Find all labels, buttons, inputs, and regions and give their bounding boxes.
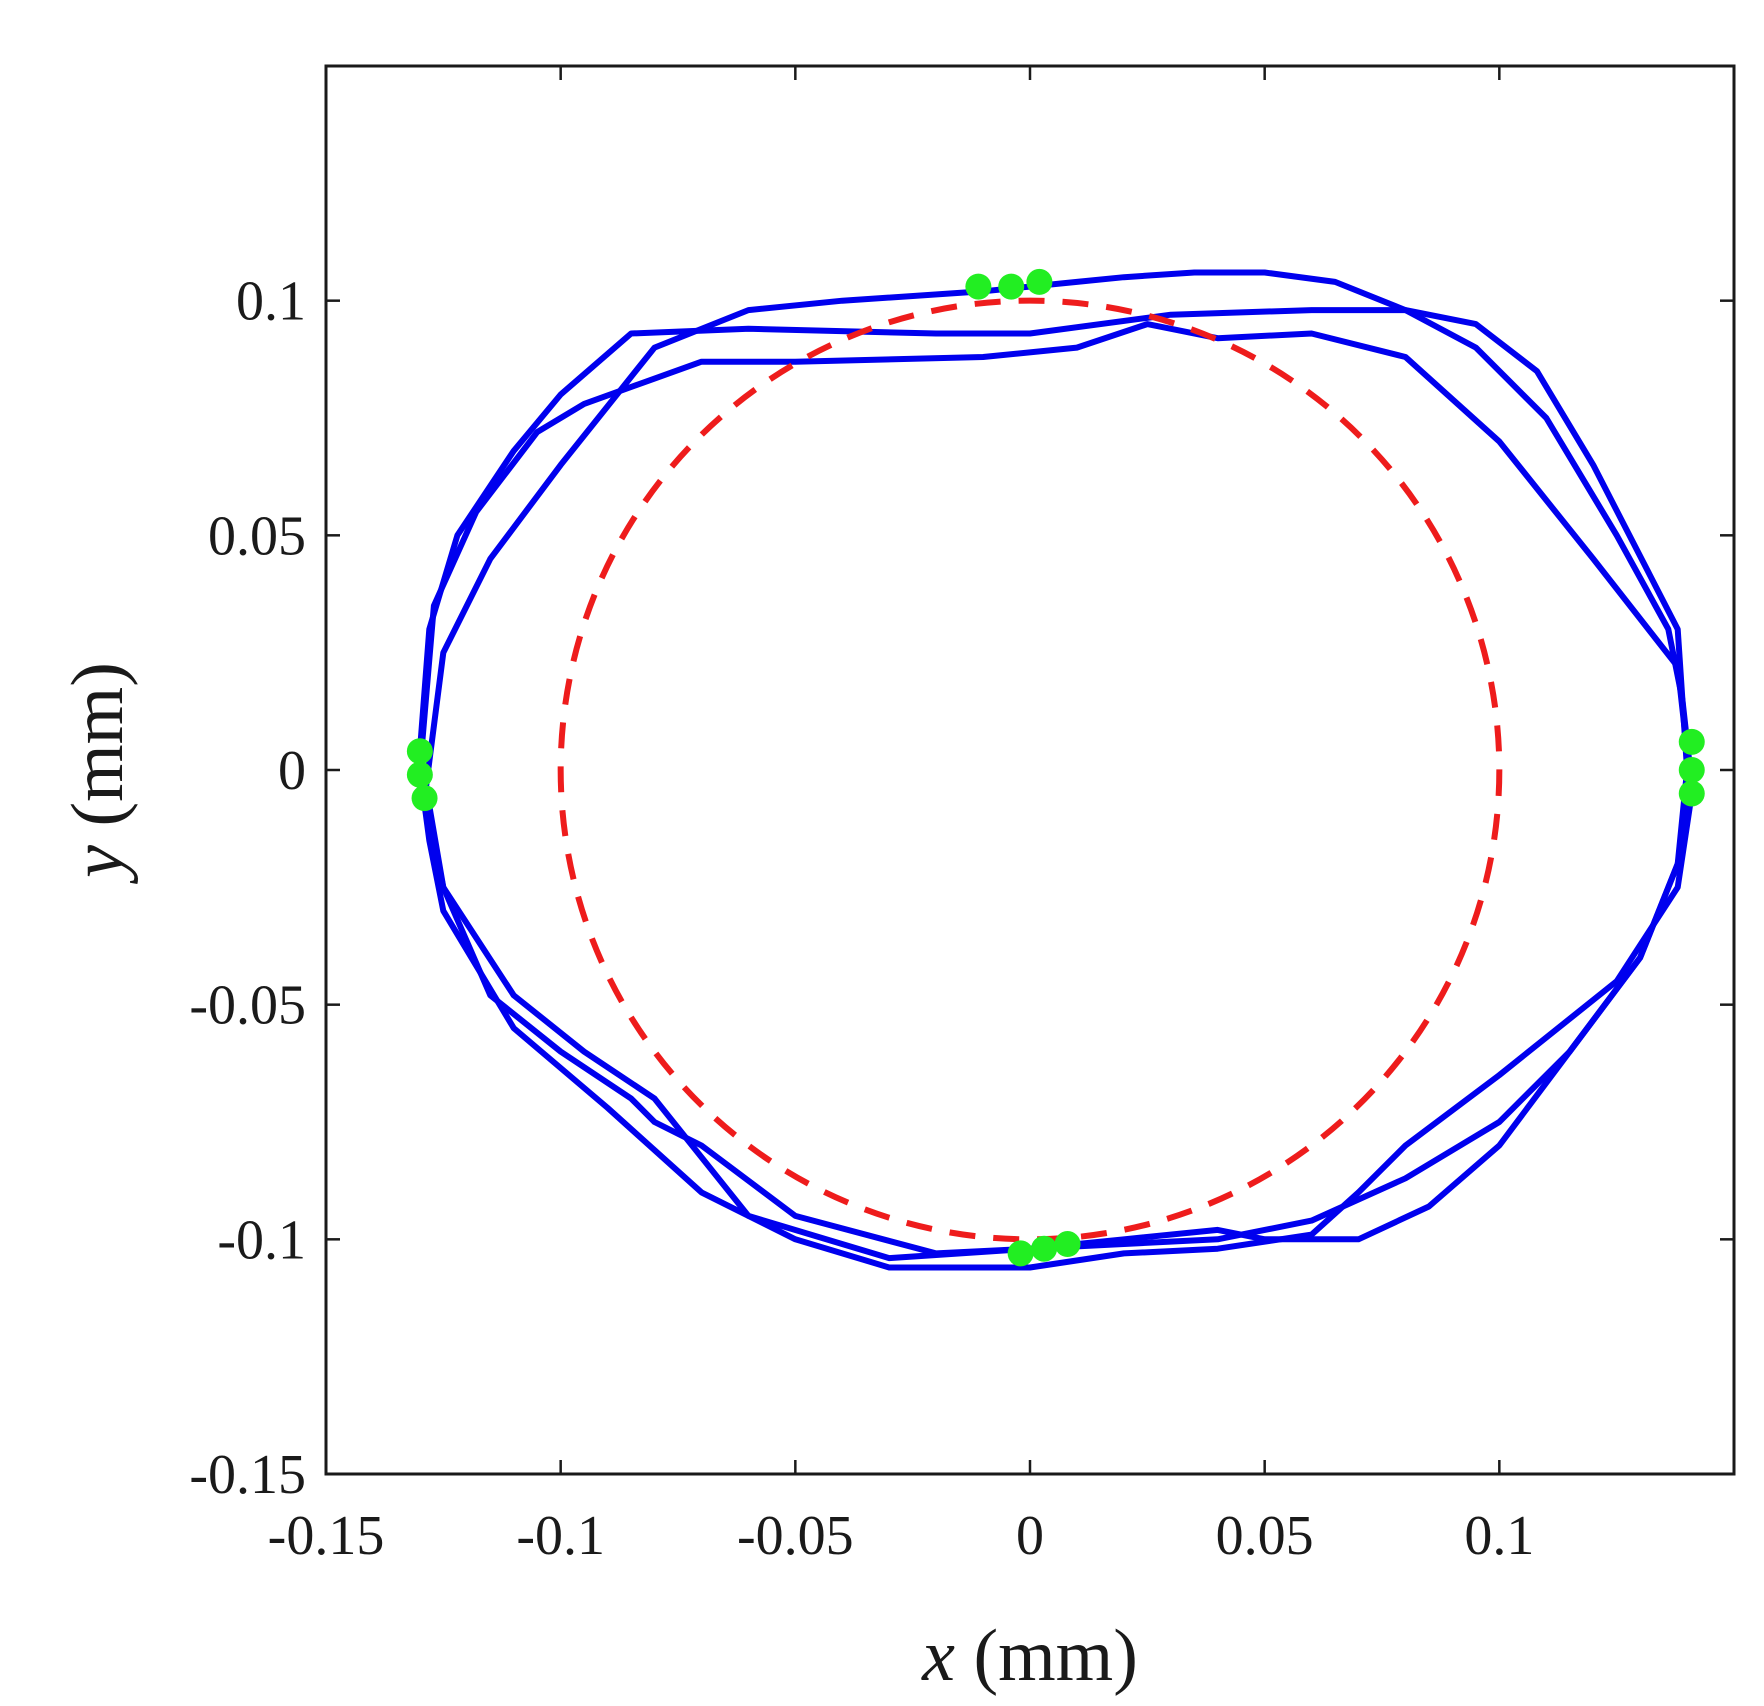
x-axis-label: x (mm) bbox=[921, 1615, 1138, 1697]
sample-point-10 bbox=[1007, 1240, 1034, 1267]
x-tick-label: 0 bbox=[1016, 1505, 1044, 1567]
sample-point-3 bbox=[1026, 268, 1053, 295]
x-tick-label: -0.05 bbox=[737, 1505, 854, 1567]
y-axis-label: y (mm) bbox=[57, 662, 139, 885]
sample-point-11 bbox=[1031, 1235, 1058, 1262]
marker-layer bbox=[406, 268, 1705, 1267]
sample-point-12 bbox=[1054, 1231, 1081, 1258]
sample-point-9 bbox=[1678, 780, 1705, 807]
sample-point-2 bbox=[998, 273, 1025, 300]
y-tick-label: -0.1 bbox=[217, 1209, 306, 1271]
y-tick-label: -0.15 bbox=[189, 1444, 306, 1506]
y-tick-label: 0.05 bbox=[208, 505, 306, 567]
tick-layer: -0.15 -0.1 -0.05 0 0.05 0.1 0.1 0.05 0 -0.05 -0.1 -… bbox=[189, 66, 1734, 1567]
sample-point-1 bbox=[965, 273, 992, 300]
x-tick-label: 0.05 bbox=[1216, 1505, 1314, 1567]
x-tick-label: 0.1 bbox=[1464, 1505, 1534, 1567]
reference-circle bbox=[557, 297, 1503, 1243]
sample-point-5 bbox=[406, 761, 433, 788]
sample-point-6 bbox=[411, 785, 438, 812]
sample-point-4 bbox=[406, 738, 433, 765]
sample-point-7 bbox=[1678, 728, 1705, 755]
y-tick-label: -0.05 bbox=[189, 975, 306, 1037]
y-tick-label: 0 bbox=[278, 740, 306, 802]
x-tick-label: -0.15 bbox=[268, 1505, 385, 1567]
sample-point-8 bbox=[1678, 757, 1705, 783]
y-tick-label: 0.1 bbox=[236, 271, 306, 333]
x-tick-label: -0.1 bbox=[516, 1505, 605, 1567]
